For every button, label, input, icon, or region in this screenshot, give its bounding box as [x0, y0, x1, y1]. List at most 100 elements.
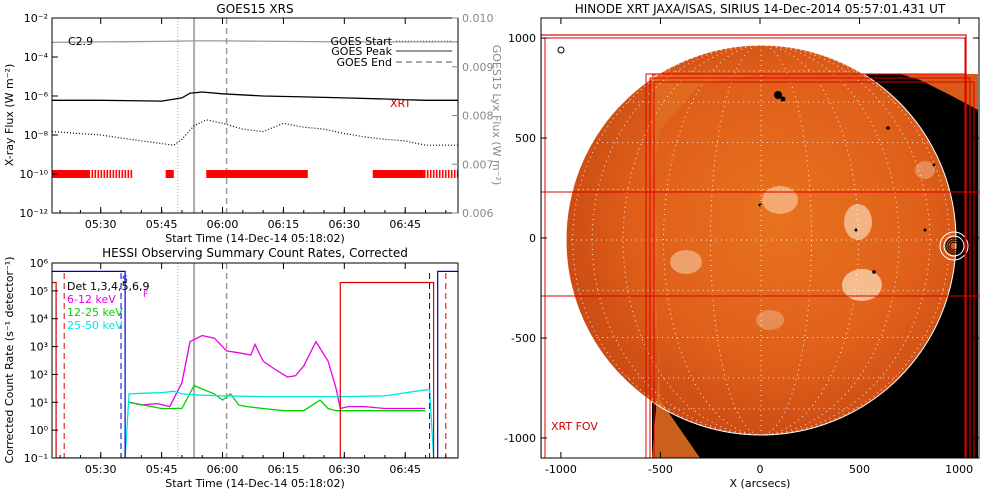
y2-tick-label: 0.006 — [462, 207, 494, 220]
bright-region-3 — [670, 250, 702, 274]
longitude-line — [760, 44, 812, 436]
x-tick-label-05-45: 05:45 — [146, 218, 178, 231]
map-y-tick-label: 500 — [515, 132, 536, 145]
hessi-series-12-25-kev — [128, 384, 426, 412]
hessi-series-group — [52, 270, 458, 458]
y-tick-label: 10³ — [30, 341, 48, 354]
goes-plot-area — [52, 18, 458, 213]
hessi-series-state-3 — [52, 270, 458, 458]
legend-goes-start-label: GOES Start — [331, 35, 393, 48]
longitude-line — [572, 44, 762, 436]
legend-goes-end-label: GOES End — [336, 56, 392, 69]
goes-x-ticks: 05:30 05:45 06:00 06:15 06:30 06:45 — [59, 18, 447, 231]
goes-event-lines — [177, 18, 228, 213]
y-tick-label: 10⁻⁴ — [24, 51, 49, 64]
longitude-line — [710, 44, 762, 436]
goes-y-ticks: 10⁻¹² 10⁻¹⁰ 10⁻⁸ 10⁻⁶ 10⁻⁴ 10⁻² — [19, 12, 58, 220]
y-tick-label: 10⁶ — [30, 257, 49, 270]
goes-xrt-label: XRT — [390, 97, 411, 110]
map-title: HINODE XRT JAXA/ISAS, SIRIUS 14-Dec-2014… — [575, 2, 946, 16]
y-tick-label: 10⁻¹ — [24, 452, 48, 465]
hessi-x-ticks: 05:30 05:45 06:00 06:15 06:30 06:45 — [59, 263, 447, 476]
hessi-y-ticks: 10⁻¹ 10⁰ 10¹ 10² 10³ 10⁴ 10⁵ 10⁶ — [24, 257, 58, 465]
map-x-tick-label: -500 — [648, 463, 673, 476]
x-tick-label-06-00: 06:00 — [207, 463, 239, 476]
y-tick-label: 10⁵ — [30, 285, 48, 298]
map-x-tick-label: 1000 — [945, 463, 973, 476]
legend-25-50-kev: 25-50 keV — [67, 319, 123, 332]
x-tick-label-06-00: 06:00 — [207, 218, 239, 231]
goes-panel: GOES15 XRS 05:30 05:45 06:00 06:15 06:30 06:4… — [3, 2, 503, 245]
y-tick-label: 10⁰ — [30, 424, 49, 437]
dark-specks — [758, 91, 936, 274]
xrt-fov-label: XRT FOV — [551, 420, 598, 433]
map-y-tick-label: 1000 — [508, 32, 536, 45]
y-tick-label: 10⁴ — [30, 313, 49, 326]
xrt-fov-boxes — [541, 34, 979, 458]
legend-goes-peak-label: GOES Peak — [331, 45, 392, 58]
bright-region-4 — [842, 269, 882, 301]
goes-series-1 — [52, 91, 458, 102]
corona-haze-left — [652, 180, 700, 458]
hessi-event-lines — [177, 263, 228, 458]
x-tick-label-05-30: 05:30 — [85, 463, 117, 476]
y2-tick-label: 0.008 — [462, 110, 494, 123]
map-x-axis-label: X (arcsecs) — [730, 477, 791, 490]
flare-contours — [939, 231, 969, 261]
y-tick-label: 10⁻¹² — [19, 207, 48, 220]
bright-region-5 — [756, 310, 784, 330]
coverage-bar-0 — [52, 170, 133, 178]
hessi-plot-area — [52, 263, 458, 458]
map-y-ticks: -1000 -500 0 500 1000 — [504, 32, 979, 445]
bright-region-6 — [915, 161, 935, 179]
y-tick-label: 10⁻⁶ — [24, 90, 49, 103]
goes-y2-axis-label: GOES15 Lyx Flux (W m⁻²) — [490, 45, 503, 186]
map-x-tick-label: -1000 — [545, 463, 577, 476]
hessi-state-f-label: F — [143, 290, 148, 300]
hessi-detectors-label: Det 1,3,4,5,6,9 — [67, 280, 150, 293]
y2-tick-label: 0.007 — [462, 158, 494, 171]
xrt-coverage-bars — [52, 170, 458, 178]
x-tick-label-06-45: 06:45 — [389, 463, 421, 476]
bright-region-1 — [762, 186, 798, 214]
y-tick-label: 10⁻² — [24, 12, 48, 25]
corona-haze-top-right — [900, 74, 978, 110]
x-tick-label-06-30: 06:30 — [328, 218, 360, 231]
hessi-panel: HESSI Observing Summary Count Rates, Cor… — [3, 246, 459, 490]
bright-region-2 — [844, 204, 872, 240]
hessi-state-s-label: S — [122, 275, 128, 285]
map-x-tick-label: 500 — [849, 463, 870, 476]
hessi-x-axis-label: Start Time (14-Dec-14 05:18:02) — [165, 477, 345, 490]
coverage-bar-2 — [206, 170, 308, 178]
hessi-series-state-4 — [52, 281, 458, 458]
goes-plot-frame — [51, 17, 459, 214]
legend-6-12-kev: 6-12 keV — [67, 293, 116, 306]
map-y-tick-label: -500 — [511, 332, 536, 345]
x-tick-label-05-45: 05:45 — [146, 463, 178, 476]
y-tick-label: 10² — [30, 368, 48, 381]
hessi-title: HESSI Observing Summary Count Rates, Cor… — [102, 246, 408, 260]
goes-legend: GOES Start GOES Peak GOES End — [331, 35, 452, 69]
coverage-bar-1 — [165, 170, 174, 178]
coverage-bar-3 — [372, 170, 458, 178]
corona-haze-upper — [652, 74, 760, 180]
goes-series-2 — [52, 119, 458, 146]
hessi-series-25-50-kev — [124, 389, 435, 458]
goes-y2-ticks: 0.006 0.007 0.008 0.009 0.010 — [452, 12, 494, 220]
hessi-legend: 6-12 keV 12-25 keV 25-50 keV — [67, 293, 123, 332]
y2-tick-label: 0.010 — [462, 12, 494, 25]
goes-title: GOES15 XRS — [216, 2, 293, 16]
y-tick-label: 10¹ — [30, 396, 48, 409]
map-y-tick-label: -1000 — [504, 432, 536, 445]
goes-y-axis-label: X-ray Flux (W m⁻²) — [3, 64, 16, 166]
map-x-ticks: -1000 -500 0 500 1000 — [545, 18, 973, 476]
map-y-tick-label: 0 — [529, 232, 536, 245]
map-x-tick-label: 0 — [757, 463, 764, 476]
map-plot-area — [541, 34, 979, 458]
y2-tick-label: 0.009 — [462, 61, 494, 74]
goes-series-lyx — [52, 40, 458, 44]
goes-x-axis-label: Start Time (14-Dec-14 05:18:02) — [165, 232, 345, 245]
x-tick-label-06-15: 06:15 — [268, 218, 300, 231]
